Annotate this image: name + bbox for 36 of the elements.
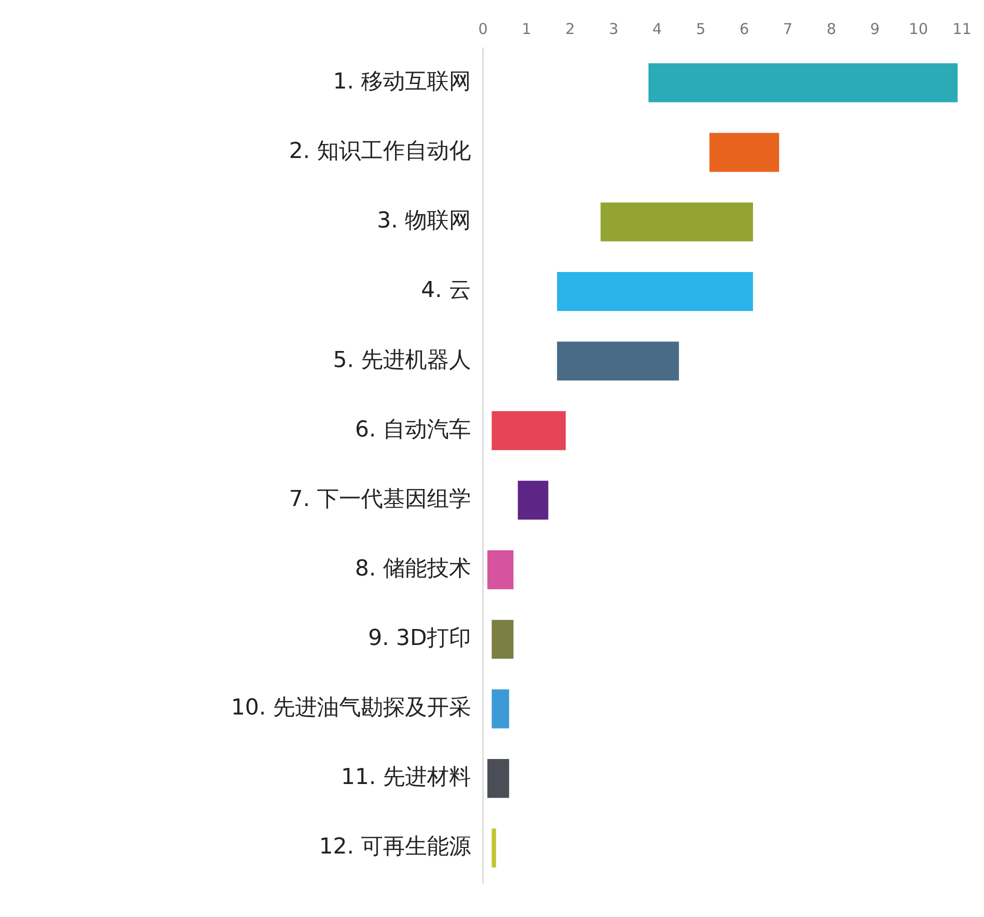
bar [648,63,958,102]
y-tick-label: 9. 3D打印 [368,626,471,652]
x-tick-label: 5 [696,20,706,38]
y-tick-label: 10. 先进油气勘探及开采 [231,696,471,721]
bar [487,758,510,798]
y-tick-label: 4. 云 [421,278,471,304]
y-tick-label: 3. 物联网 [377,208,471,234]
x-tick-label: 9 [870,20,880,38]
bar [492,828,496,868]
y-tick-label: 7. 下一代基因组学 [289,486,471,512]
x-tick-label: 6 [740,20,750,38]
bar [709,132,780,172]
y-tick-label: 11. 先进材料 [341,765,471,790]
bar [492,411,566,450]
y-tick-label: 2. 知识工作自动化 [289,139,471,164]
bar [492,620,514,659]
x-tick-label: 1 [522,20,532,38]
bar [518,480,548,520]
y-tick-label: 12. 可再生能源 [319,834,471,860]
x-tick-label: 0 [478,20,488,38]
x-tick-label: 4 [652,20,662,38]
y-tick-label: 5. 先进机器人 [333,348,471,373]
bar [492,689,510,728]
bar [557,272,753,311]
x-tick-label: 10 [908,20,928,38]
y-tick-label: 8. 储能技术 [355,556,471,582]
x-tick-label: 3 [608,20,618,38]
y-tick-label: 6. 自动汽车 [355,417,471,442]
x-tick-label: 8 [826,20,836,38]
x-tick-label: 11 [952,20,972,38]
x-tick-label: 7 [783,20,793,38]
bar [557,342,679,381]
bar [600,202,753,242]
y-tick-label: 1. 移动互联网 [333,70,471,94]
x-tick-label: 2 [565,20,575,38]
bar [487,550,514,590]
